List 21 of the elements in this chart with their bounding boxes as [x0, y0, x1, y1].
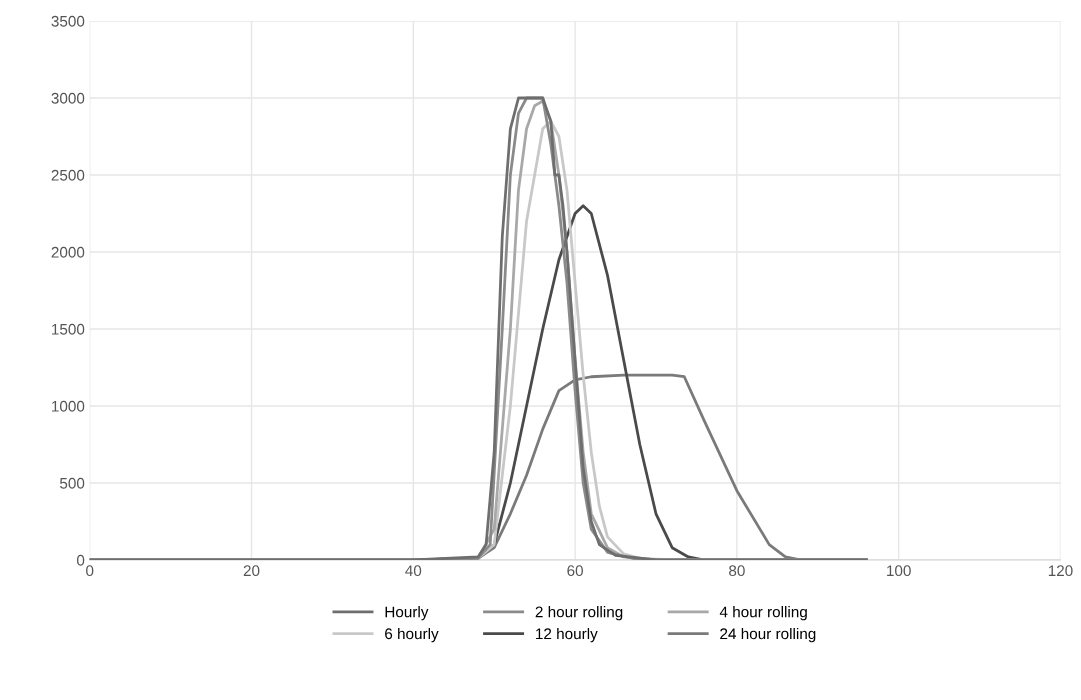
y-tick-label: 1500	[52, 323, 85, 335]
x-tick-label: 120	[1048, 565, 1073, 577]
y-tick-label: 1000	[52, 400, 85, 412]
legend-label: 24 hour rolling	[720, 627, 816, 643]
y-tick-label: 0	[76, 554, 85, 566]
legend-label: 12 hourly	[536, 627, 598, 643]
legend-label: 2 hour rolling	[535, 606, 623, 621]
legend-label: Hourly	[385, 606, 429, 621]
x-tick-label: 80	[729, 565, 745, 577]
x-tick-label: 0	[86, 565, 94, 577]
y-tick-label: 3000	[51, 92, 85, 104]
legend-label: 4 hour rolling	[719, 606, 807, 621]
legend-label: 6 hourly	[385, 627, 439, 643]
x-tick-label: 40	[405, 565, 422, 577]
y-tick-label: 2000	[51, 246, 85, 258]
x-tick-label: 60	[567, 565, 583, 577]
x-tick-label: 20	[243, 565, 260, 577]
x-tick-label: 100	[887, 565, 911, 577]
y-tick-label: 3500	[51, 15, 85, 27]
y-tick-label: 2500	[51, 169, 85, 181]
y-tick-label: 500	[59, 477, 85, 489]
